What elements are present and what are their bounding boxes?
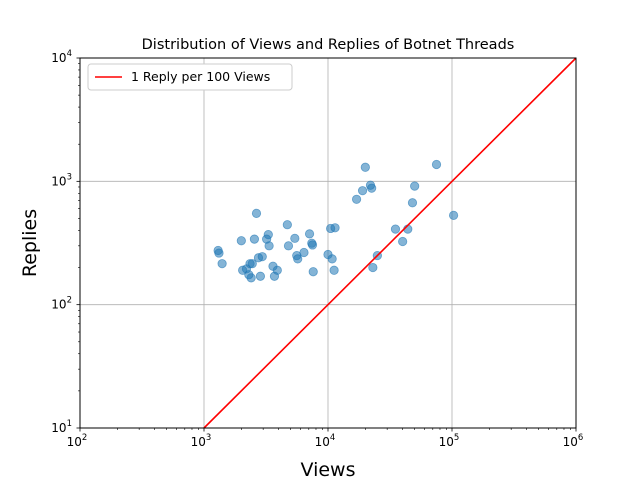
scatter-point [410, 181, 420, 191]
scatter-point [407, 198, 418, 208]
scatter-point [264, 241, 274, 251]
x-tick-label: 106 [563, 433, 584, 449]
scatter-point [290, 233, 300, 243]
scatter-point [357, 186, 368, 196]
reference-line-layer [203, 57, 577, 429]
major-ticks [76, 57, 577, 432]
scatter-point [257, 252, 267, 262]
scatter-point [329, 265, 339, 275]
scatter-point [431, 159, 442, 170]
x-tick-label: 102 [67, 433, 88, 449]
scatter-point [263, 229, 273, 240]
scatter-points [213, 159, 459, 283]
scatter-point [351, 194, 362, 204]
scatter-point [217, 259, 227, 269]
scatter-point [272, 265, 282, 275]
x-tick-labels: 102 103 104 105 106 [67, 433, 584, 449]
x-tick-label: 103 [191, 433, 212, 449]
legend-box [87, 63, 293, 91]
scatter-point [247, 259, 257, 269]
x-tick-label: 105 [439, 433, 460, 449]
scatter-point [251, 208, 262, 218]
scatter-point [360, 162, 370, 172]
y-axis-label: Replies [19, 209, 41, 277]
scatter-point [330, 223, 340, 233]
scatter-point [249, 234, 260, 244]
scatter-point [327, 254, 337, 264]
scatter-point [299, 247, 309, 258]
scatter-point [214, 248, 224, 258]
x-tick-label: 104 [315, 433, 336, 449]
legend: 1 Reply per 100 Views [87, 63, 293, 91]
scatter-point [283, 241, 294, 251]
scatter-point [448, 210, 459, 220]
scatter-point [255, 271, 266, 281]
y-tick-label: 102 [51, 296, 72, 312]
scatter-point [307, 240, 318, 250]
reference-line [203, 57, 577, 429]
minor-ticks [78, 63, 571, 430]
scatter-point [293, 254, 303, 264]
scatter-point [304, 229, 315, 239]
y-tick-label: 103 [51, 172, 72, 188]
y-tick-labels: 101 102 103 104 [51, 49, 72, 435]
scatter-point [246, 273, 256, 283]
scatter-point [236, 236, 246, 246]
legend-label: 1 Reply per 100 Views [131, 69, 270, 84]
scatter-point [368, 262, 378, 273]
y-tick-label: 104 [51, 49, 72, 65]
scatter-point [390, 224, 401, 234]
x-axis-label: Views [301, 459, 356, 480]
scatter-point [398, 236, 408, 247]
scatter-point [282, 220, 292, 230]
scatter-point [308, 267, 318, 277]
y-tick-label: 101 [51, 419, 72, 435]
chart-title: Distribution of Views and Replies of Bot… [142, 37, 515, 53]
scatter-point [367, 183, 377, 193]
